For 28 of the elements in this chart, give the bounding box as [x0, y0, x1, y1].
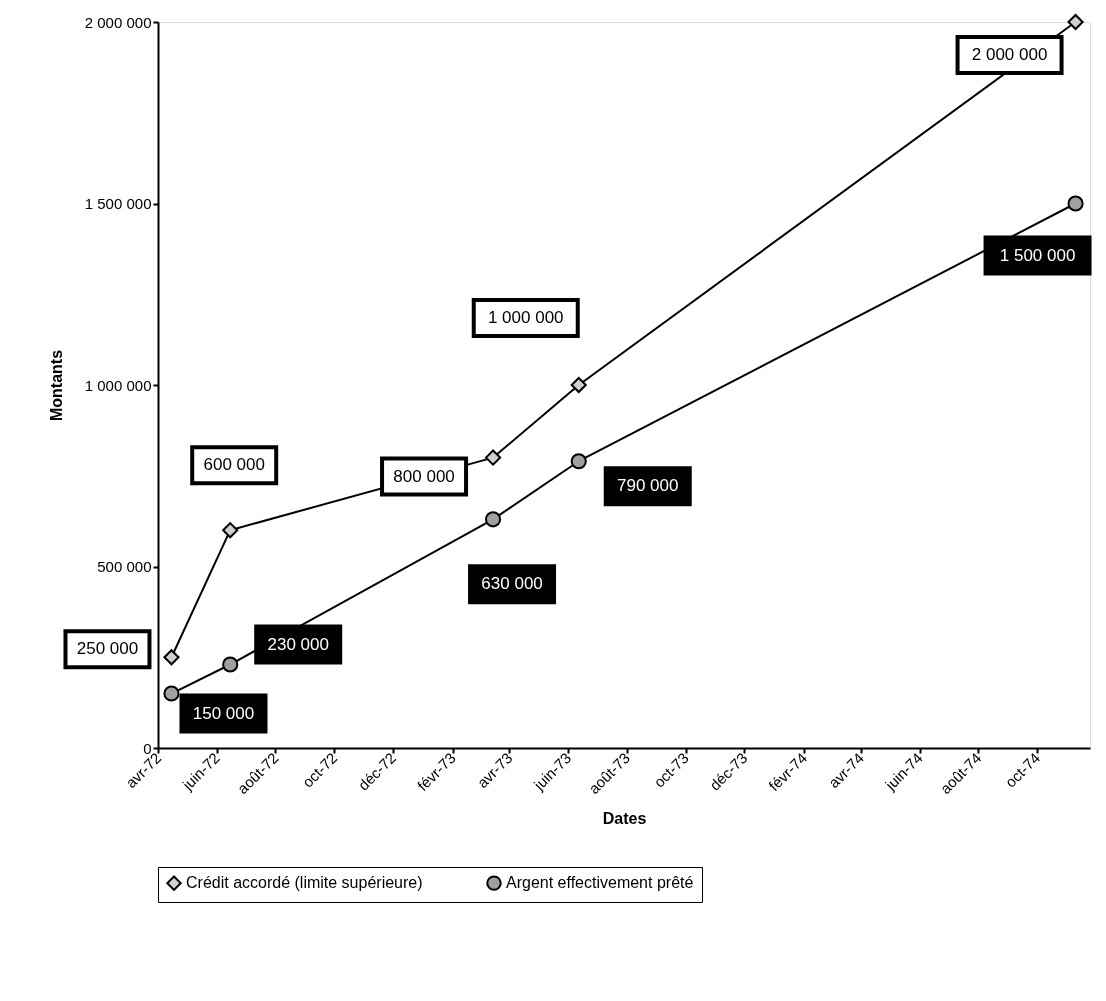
point — [570, 453, 587, 470]
y-axis-title: Montants — [47, 349, 65, 422]
legend-label: Crédit accordé (limite supérieure) — [186, 874, 423, 892]
point — [484, 449, 502, 466]
point — [1067, 195, 1084, 212]
data-label: 2 000 000 — [971, 45, 1048, 64]
data-label: 1 500 000 — [999, 245, 1076, 265]
point — [484, 511, 502, 528]
point — [222, 522, 239, 539]
data-label: 150 000 — [192, 703, 255, 723]
y-tick-label: 1 500 000 — [84, 195, 152, 212]
data-label: 600 000 — [203, 455, 265, 475]
y-tick-label: 500 000 — [97, 558, 152, 575]
point — [1067, 13, 1084, 31]
legend-label: Argent effectivement prêté — [506, 874, 694, 892]
data-label: 230 000 — [267, 634, 329, 654]
data-label: 800 000 — [393, 466, 455, 486]
x-axis-title: Dates — [602, 810, 647, 828]
y-tick-label: 2 000 000 — [84, 13, 152, 31]
point — [163, 649, 180, 666]
data-label: 250 000 — [76, 639, 139, 659]
point — [222, 656, 239, 673]
data-label: 630 000 — [481, 574, 543, 594]
point — [570, 376, 587, 394]
data-label: 790 000 — [617, 476, 679, 496]
point — [163, 685, 180, 702]
y-tick-label: 1 000 000 — [84, 376, 152, 394]
data-label: 1 000 000 — [487, 308, 564, 327]
